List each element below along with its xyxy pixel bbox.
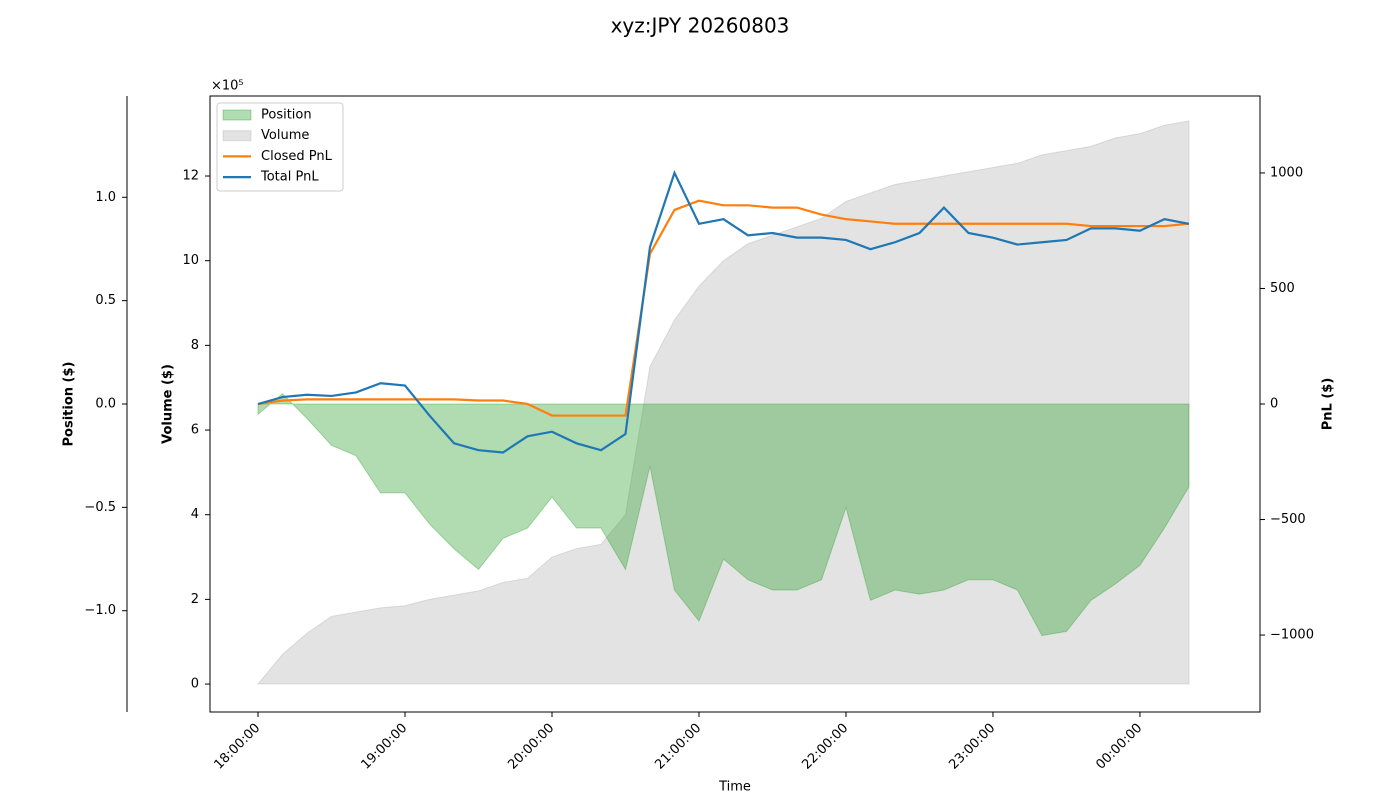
y-tick-label: 8	[191, 338, 199, 353]
y-tick-label: 0.0	[95, 397, 116, 412]
y-tick-label: 10	[182, 253, 199, 268]
legend-swatch	[222, 130, 252, 142]
area	[257, 392, 1190, 637]
y-tick-label: −1000	[1270, 628, 1314, 643]
y-tick-label: 500	[1270, 281, 1295, 296]
y-tick-label: −500	[1270, 512, 1306, 527]
y-axis-label: Volume ($)	[161, 364, 176, 444]
area	[256, 120, 1190, 685]
legend-box	[216, 102, 344, 192]
y-tick-label: −1.0	[84, 603, 116, 618]
line	[257, 170, 1190, 454]
y-tick-label: 0	[191, 677, 199, 692]
chart-title: xyz:JPY 20260803	[611, 14, 790, 38]
y-tick-label: 1000	[1270, 165, 1303, 180]
legend-label: Total PnL	[260, 170, 319, 185]
y-tick-label: 4	[191, 507, 199, 522]
line	[257, 199, 1190, 417]
x-axis-label: Time	[718, 780, 751, 795]
legend-label: Volume	[261, 128, 309, 143]
y-tick-label: 0	[1270, 397, 1278, 412]
legend-label: Closed PnL	[261, 149, 333, 164]
y-tick-label: 12	[182, 169, 199, 184]
y-tick-label: 2	[191, 592, 199, 607]
y-axis-label: Position ($)	[62, 362, 77, 447]
legend-label: Position	[261, 108, 312, 123]
axis-offset-label: ×10⁵	[211, 79, 244, 94]
legend-swatch	[222, 109, 252, 121]
y-tick-label: 1.0	[95, 190, 116, 205]
y-tick-label: 6	[191, 423, 199, 438]
y-axis-label: PnL ($)	[1321, 378, 1336, 431]
y-tick-label: 0.5	[95, 293, 116, 308]
y-tick-label: −0.5	[84, 500, 116, 515]
